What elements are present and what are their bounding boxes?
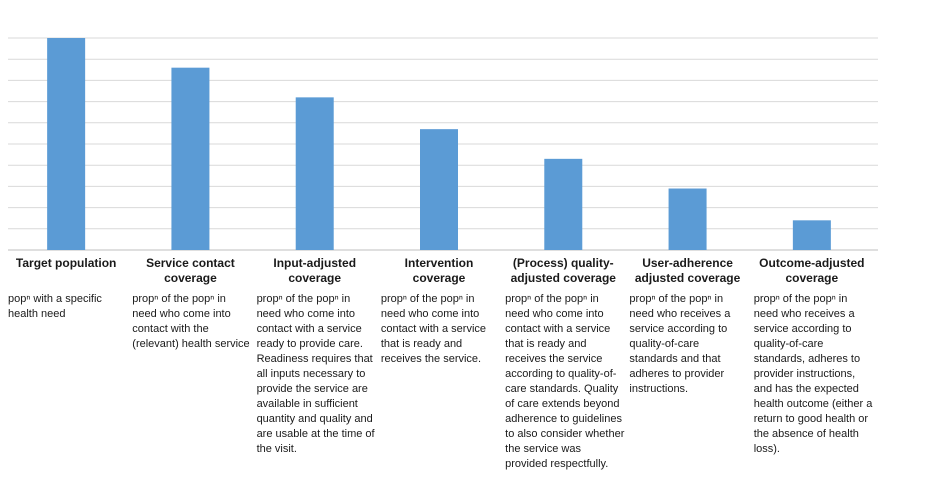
coverage-bar-chart xyxy=(8,37,878,251)
category-description: propⁿ of the popⁿ in need who receives a… xyxy=(629,293,731,395)
bar xyxy=(171,67,210,251)
bar xyxy=(544,158,583,250)
category-description: propⁿ of the popⁿ in need who come into … xyxy=(132,293,250,350)
bars xyxy=(47,38,831,251)
category-label: Target population xyxy=(15,256,117,270)
category-description: propⁿ of the popⁿ in need who come into … xyxy=(256,293,375,455)
bar xyxy=(792,220,831,250)
category-description: propⁿ of the popⁿ in need who receives a… xyxy=(753,293,873,455)
bar xyxy=(295,97,334,250)
category-label: Service contact coverage xyxy=(146,256,235,285)
bar xyxy=(47,38,86,250)
category-label: Outcome-adjusted coverage xyxy=(759,256,865,285)
category-label: (Process) quality-adjusted coverage xyxy=(510,256,616,285)
bar xyxy=(668,188,707,250)
category-description: propⁿ of the popⁿ in need who come into … xyxy=(380,293,486,365)
category-label: User-adherence adjusted coverage xyxy=(634,256,741,285)
category-description: propⁿ of the popⁿ in need who come into … xyxy=(505,293,625,470)
category-label: Intervention coverage xyxy=(404,256,474,285)
bar xyxy=(420,129,458,250)
category-label: Input-adjusted coverage xyxy=(273,256,357,285)
category-description: popⁿ with a specific health need xyxy=(8,293,102,320)
